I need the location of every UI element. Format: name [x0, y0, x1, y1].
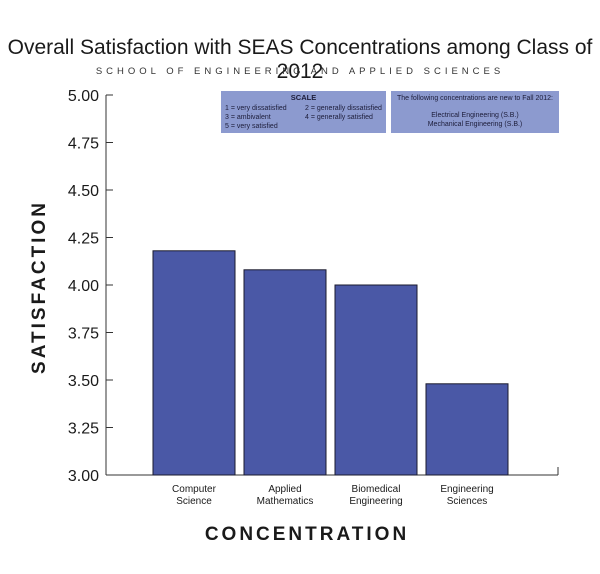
- y-tick-label: 4.75: [68, 136, 99, 153]
- bar: [243, 269, 327, 476]
- y-tick-label: 3.00: [68, 468, 99, 485]
- bar: [425, 383, 509, 476]
- x-tick-label: Applied Mathematics: [257, 484, 314, 507]
- y-tick-label: 3.75: [68, 326, 99, 343]
- new-concentrations-box: The following concentrations are new to …: [391, 91, 559, 133]
- y-tick-label: 4.25: [68, 231, 99, 248]
- scale-item-3: 3 = ambivalent: [225, 114, 271, 121]
- scale-item-4: 4 = generally satisfied: [305, 114, 373, 121]
- bar: [152, 250, 236, 476]
- chart-subtitle: SCHOOL OF ENGINEERING AND APPLIED SCIENC…: [95, 66, 505, 77]
- y-tick-label: 4.00: [68, 278, 99, 295]
- y-axis-title: SATISFACTION: [29, 200, 50, 374]
- y-tick-label: 4.50: [68, 183, 99, 200]
- new-concentration-item: Mechanical Engineering (S.B.): [427, 121, 523, 128]
- new-concentration-item: Electrical Engineering (S.B.): [431, 112, 519, 119]
- x-axis-title: CONCENTRATION: [205, 524, 409, 545]
- scale-item-1: 1 = very dissatisfied: [225, 105, 287, 112]
- y-tick-label: 5.00: [68, 88, 99, 105]
- scale-item-5: 5 = very satisfied: [225, 123, 278, 130]
- bar: [334, 284, 418, 476]
- y-tick-label: 3.50: [68, 373, 99, 390]
- y-tick-label: 3.25: [68, 421, 99, 438]
- chart-title: Overall Satisfaction with SEAS Concentra…: [7, 36, 593, 83]
- x-tick-label: Engineering Sciences: [440, 484, 493, 507]
- scale-item-2: 2 = generally dissatisfied: [305, 105, 382, 112]
- scale-title: SCALE: [290, 93, 317, 102]
- scale-legend-box: SCALE 1 = very dissatisfied 2 = generall…: [221, 91, 386, 133]
- x-tick-label: Computer Science: [172, 484, 217, 507]
- new-concentrations-heading: The following concentrations are new to …: [396, 95, 554, 102]
- x-tick-label: Biomedical Engineering: [349, 484, 402, 507]
